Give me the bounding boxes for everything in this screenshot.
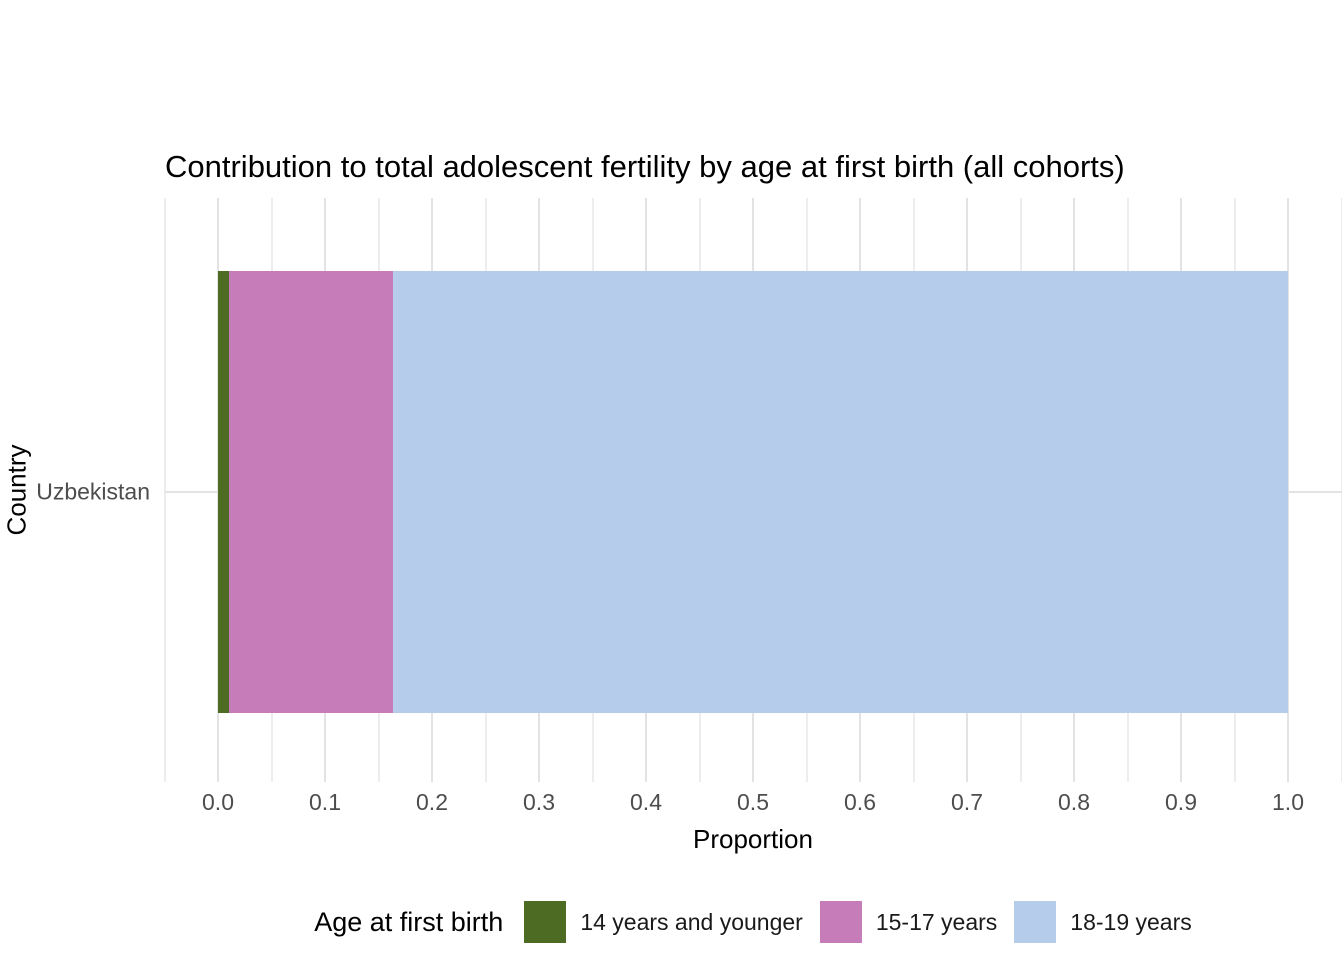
x-tick-label: 0.5 — [737, 789, 769, 815]
x-tick-label: 0.0 — [202, 789, 234, 815]
legend-label: 15-17 years — [875, 908, 998, 935]
x-tick-label: 0.3 — [523, 789, 555, 815]
x-tick-label: 0.4 — [630, 789, 662, 815]
chart-title: Contribution to total adolescent fertili… — [165, 149, 1125, 184]
legend: Age at first birth 14 years and younger 1… — [164, 898, 1342, 946]
legend-label: 14 years and younger — [580, 908, 803, 935]
legend-swatch-icon — [819, 901, 862, 943]
x-axis-title: Proportion — [693, 824, 813, 854]
legend-label: 18-19 years — [1070, 908, 1192, 935]
x-tick-label: 0.1 — [309, 789, 341, 815]
x-tick-label: 0.7 — [951, 789, 983, 815]
legend-item-2: 15-17 years — [819, 901, 998, 943]
plot-panel — [164, 198, 1342, 782]
bar-segment-1 — [218, 271, 229, 713]
gridline-major — [1287, 198, 1289, 782]
gridline-minor — [1340, 198, 1342, 782]
x-tick-label: 0.8 — [1058, 789, 1090, 815]
x-tick-label: 0.2 — [416, 789, 448, 815]
x-tick-label: 1.0 — [1272, 789, 1304, 815]
bar-segment-2 — [228, 271, 394, 713]
stacked-bar-uzbekistan — [218, 271, 1288, 713]
y-tick-label-uzbekistan: Uzbekistan — [36, 478, 150, 505]
legend-title: Age at first birth — [314, 906, 504, 937]
x-tick-label: 0.9 — [1165, 789, 1197, 815]
legend-item-1: 14 years and younger — [524, 901, 803, 943]
legend-swatch-icon — [524, 901, 567, 943]
gridline-minor — [164, 198, 166, 782]
x-tick-label: 0.6 — [844, 789, 876, 815]
bar-segment-3 — [393, 271, 1288, 713]
legend-item-3: 18-19 years — [1014, 901, 1192, 943]
legend-swatch-icon — [1014, 901, 1057, 943]
